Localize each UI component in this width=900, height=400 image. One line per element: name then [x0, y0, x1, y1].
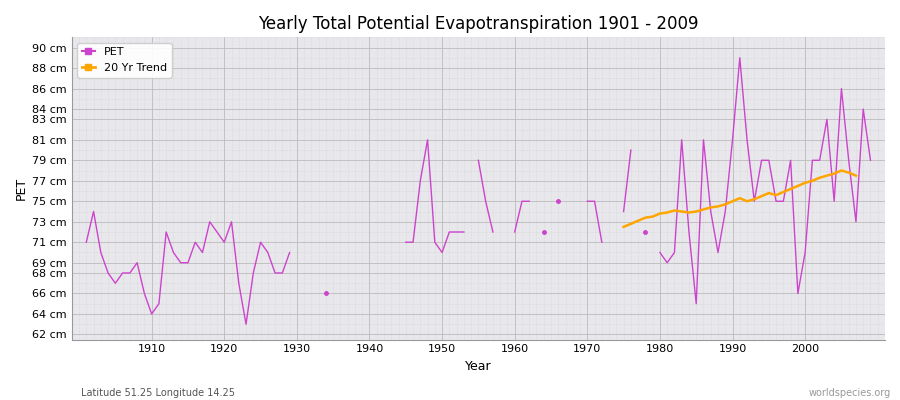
- Title: Yearly Total Potential Evapotranspiration 1901 - 2009: Yearly Total Potential Evapotranspiratio…: [258, 15, 698, 33]
- Text: worldspecies.org: worldspecies.org: [809, 388, 891, 398]
- Y-axis label: PET: PET: [15, 177, 28, 200]
- Legend: PET, 20 Yr Trend: PET, 20 Yr Trend: [77, 43, 172, 78]
- Text: Latitude 51.25 Longitude 14.25: Latitude 51.25 Longitude 14.25: [81, 388, 235, 398]
- X-axis label: Year: Year: [465, 360, 491, 373]
